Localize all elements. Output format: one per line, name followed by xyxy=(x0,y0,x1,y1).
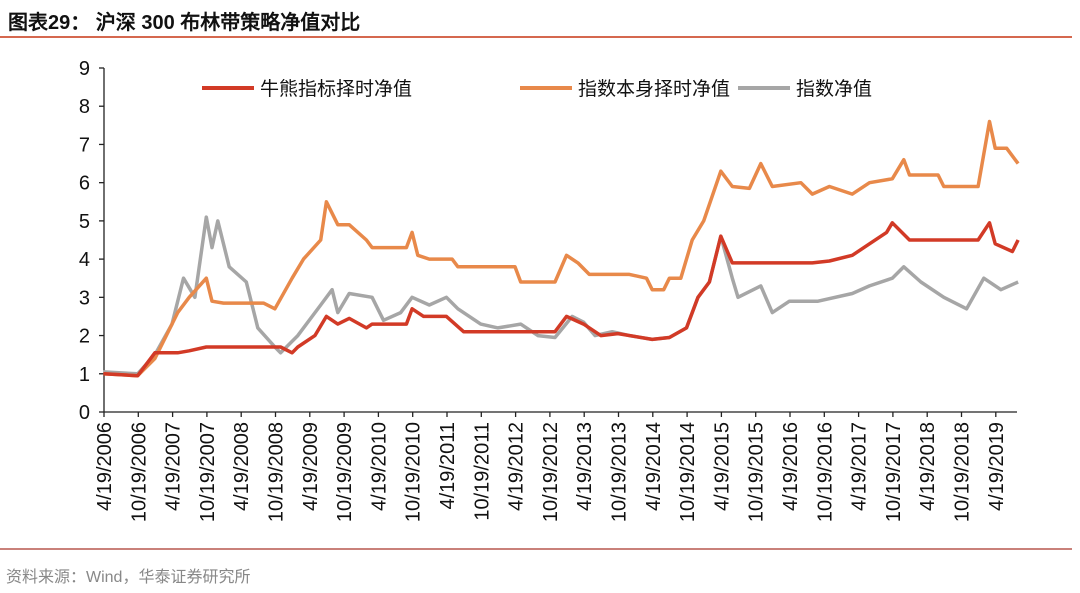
legend-label-2: 指数净值 xyxy=(796,78,872,100)
x-tick-label: 4/19/2016 xyxy=(780,422,802,511)
x-tick-label: 10/19/2007 xyxy=(197,422,219,522)
x-tick-label: 4/19/2008 xyxy=(231,422,253,511)
y-tick-label: 6 xyxy=(79,173,90,195)
y-tick-label: 1 xyxy=(79,364,90,386)
footer-divider xyxy=(0,548,1072,550)
series-line-2 xyxy=(103,215,1019,376)
y-tick-label: 9 xyxy=(79,58,90,80)
x-tick-label: 4/19/2014 xyxy=(643,422,665,511)
x-tick-label: 10/19/2017 xyxy=(883,422,905,522)
legend-label-0: 牛熊指标择时净值 xyxy=(260,78,412,100)
series-line-1 xyxy=(103,119,1020,378)
x-tick-label: 4/19/2009 xyxy=(300,422,322,511)
x-tick-label: 4/19/2013 xyxy=(574,422,596,511)
x-tick-label: 10/19/2008 xyxy=(266,422,288,522)
x-tick-label: 4/19/2012 xyxy=(506,422,528,511)
chart-title: 图表29： 沪深 300 布林带策略净值对比 xyxy=(8,12,361,34)
source-note: 资料来源：Wind，华泰证券研究所 xyxy=(6,569,251,586)
x-tick-label: 10/19/2011 xyxy=(471,422,493,521)
x-tick-label: 10/19/2009 xyxy=(334,422,356,522)
x-tick-label: 4/19/2018 xyxy=(917,422,939,511)
x-tick-label: 10/19/2016 xyxy=(814,422,836,522)
legend-label-1: 指数本身择时净值 xyxy=(578,78,730,100)
x-tick-label: 4/19/2007 xyxy=(163,422,185,511)
y-tick-label: 5 xyxy=(79,211,90,233)
x-tick-label: 4/19/2011 xyxy=(437,422,459,510)
title-divider xyxy=(0,36,1072,38)
x-tick-label: 10/19/2010 xyxy=(403,422,425,522)
x-tick-label: 10/19/2015 xyxy=(746,422,768,522)
series-line-0 xyxy=(103,221,1020,378)
y-tick-label: 7 xyxy=(79,134,90,156)
x-tick-label: 4/19/2010 xyxy=(368,422,390,511)
x-tick-label: 10/19/2018 xyxy=(952,422,974,522)
x-tick-label: 4/19/2019 xyxy=(986,422,1008,511)
x-tick-label: 4/19/2015 xyxy=(711,422,733,511)
x-tick-label: 10/19/2014 xyxy=(677,422,699,522)
y-tick-label: 2 xyxy=(79,326,90,348)
x-tick-label: 10/19/2012 xyxy=(540,422,562,522)
x-tick-label: 4/19/2006 xyxy=(94,422,116,511)
y-tick-label: 0 xyxy=(79,402,90,424)
y-tick-label: 4 xyxy=(79,249,90,271)
y-tick-label: 3 xyxy=(79,287,90,309)
x-tick-label: 10/19/2006 xyxy=(128,422,150,522)
y-tick-label: 8 xyxy=(79,96,90,118)
x-tick-label: 4/19/2017 xyxy=(849,422,871,511)
x-tick-label: 10/19/2013 xyxy=(609,422,631,522)
